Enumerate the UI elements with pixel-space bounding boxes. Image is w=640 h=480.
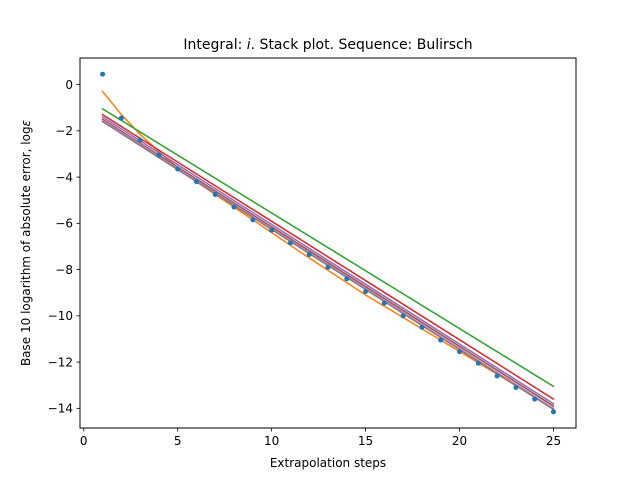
data-point: [193, 179, 199, 185]
y-tick-label: 0: [65, 78, 73, 92]
data-point: [344, 276, 350, 282]
x-tick-label: 10: [264, 434, 279, 448]
y-tick-label: −12: [48, 355, 73, 369]
y-axis-label-symbol: ε: [19, 119, 33, 126]
data-point: [475, 360, 481, 366]
data-point: [363, 289, 369, 295]
data-point: [156, 152, 162, 158]
data-point: [550, 409, 556, 415]
data-point: [175, 166, 181, 172]
y-tick-label: −2: [55, 124, 73, 138]
data-point: [532, 396, 538, 402]
y-axis-label-text: Base 10 logarithm of absolute error, log: [19, 126, 33, 366]
data-point: [100, 71, 106, 77]
x-tick-label: 0: [80, 434, 88, 448]
data-point: [118, 115, 124, 121]
y-tick-label: −8: [55, 263, 73, 277]
y-tick-label: −10: [48, 309, 73, 323]
chart-title: Integral: i. Stack plot. Sequence: Bulir…: [183, 37, 472, 53]
y-tick-label: −14: [48, 402, 73, 416]
data-point: [494, 373, 500, 379]
data-point: [400, 313, 406, 319]
data-point: [457, 349, 463, 355]
data-point: [269, 227, 275, 233]
data-point: [250, 217, 256, 223]
x-tick-label: 25: [546, 434, 561, 448]
data-point: [325, 264, 331, 270]
y-tick-label: −4: [55, 170, 73, 184]
axes-frame: [79, 57, 577, 429]
chart-title-prefix: Integral:: [183, 37, 246, 53]
series-line-4: [101, 115, 555, 405]
data-point: [212, 191, 218, 197]
x-axis-label: Extrapolation steps: [270, 456, 386, 470]
x-axis-ticks: 0 5 10 15 20 25: [80, 428, 561, 448]
data-point: [137, 137, 143, 143]
data-point: [287, 240, 293, 246]
data-point: [438, 337, 444, 343]
series-line-3: [101, 113, 555, 401]
y-axis-ticks: 0 −2 −4 −6 −8 −10 −12 −14: [48, 78, 80, 416]
data-point: [381, 300, 387, 306]
y-axis-label: Base 10 logarithm of absolute error, log…: [19, 119, 33, 366]
chart-title-italic: i: [247, 37, 251, 53]
y-tick-label: −6: [55, 217, 73, 231]
x-tick-label: 20: [452, 434, 467, 448]
data-point: [231, 204, 237, 210]
plot-area: [100, 71, 556, 415]
data-point: [513, 385, 519, 391]
data-point: [306, 252, 312, 258]
x-tick-label: 15: [358, 434, 373, 448]
points-layer: [100, 71, 556, 415]
chart-title-suffix: . Stack plot. Sequence: Bulirsch: [251, 37, 473, 53]
x-tick-label: 5: [174, 434, 182, 448]
series-line-2: [101, 107, 555, 388]
data-point: [419, 324, 425, 330]
